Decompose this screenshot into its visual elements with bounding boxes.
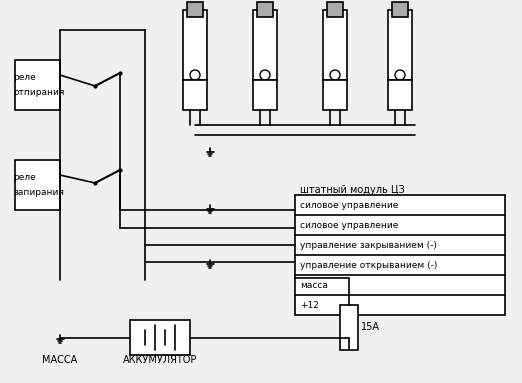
Text: +12: +12 xyxy=(300,301,319,309)
Bar xyxy=(183,10,207,80)
Text: АККУМУЛЯТОР: АККУМУЛЯТОР xyxy=(123,355,197,365)
Text: управление закрыванием (-): управление закрыванием (-) xyxy=(300,241,437,249)
Circle shape xyxy=(260,70,270,80)
Bar xyxy=(253,10,277,80)
Bar xyxy=(388,10,412,80)
Bar xyxy=(257,2,273,17)
Bar xyxy=(15,160,60,210)
Text: реле: реле xyxy=(13,173,35,182)
Bar xyxy=(253,80,277,110)
Bar xyxy=(130,320,190,355)
Text: управление открыванием (-): управление открыванием (-) xyxy=(300,260,437,270)
Bar xyxy=(295,195,505,315)
Bar xyxy=(15,60,60,110)
Bar xyxy=(323,10,347,80)
Bar xyxy=(187,2,203,17)
Text: МАССА: МАССА xyxy=(42,355,78,365)
Text: реле: реле xyxy=(13,73,35,82)
Text: силовое управление: силовое управление xyxy=(300,200,398,210)
Bar xyxy=(183,80,207,110)
Text: силовое управление: силовое управление xyxy=(300,221,398,229)
Bar xyxy=(323,80,347,110)
Circle shape xyxy=(190,70,200,80)
Circle shape xyxy=(330,70,340,80)
Bar xyxy=(327,2,343,17)
Circle shape xyxy=(395,70,405,80)
Bar xyxy=(388,80,412,110)
Text: отпирания: отпирания xyxy=(13,88,64,97)
Text: штатный модуль ЦЗ: штатный модуль ЦЗ xyxy=(300,185,405,195)
Bar xyxy=(392,2,408,17)
Text: запирания: запирания xyxy=(13,188,64,197)
Text: масса: масса xyxy=(300,280,328,290)
Text: 15А: 15А xyxy=(361,322,380,332)
Bar xyxy=(340,305,358,350)
